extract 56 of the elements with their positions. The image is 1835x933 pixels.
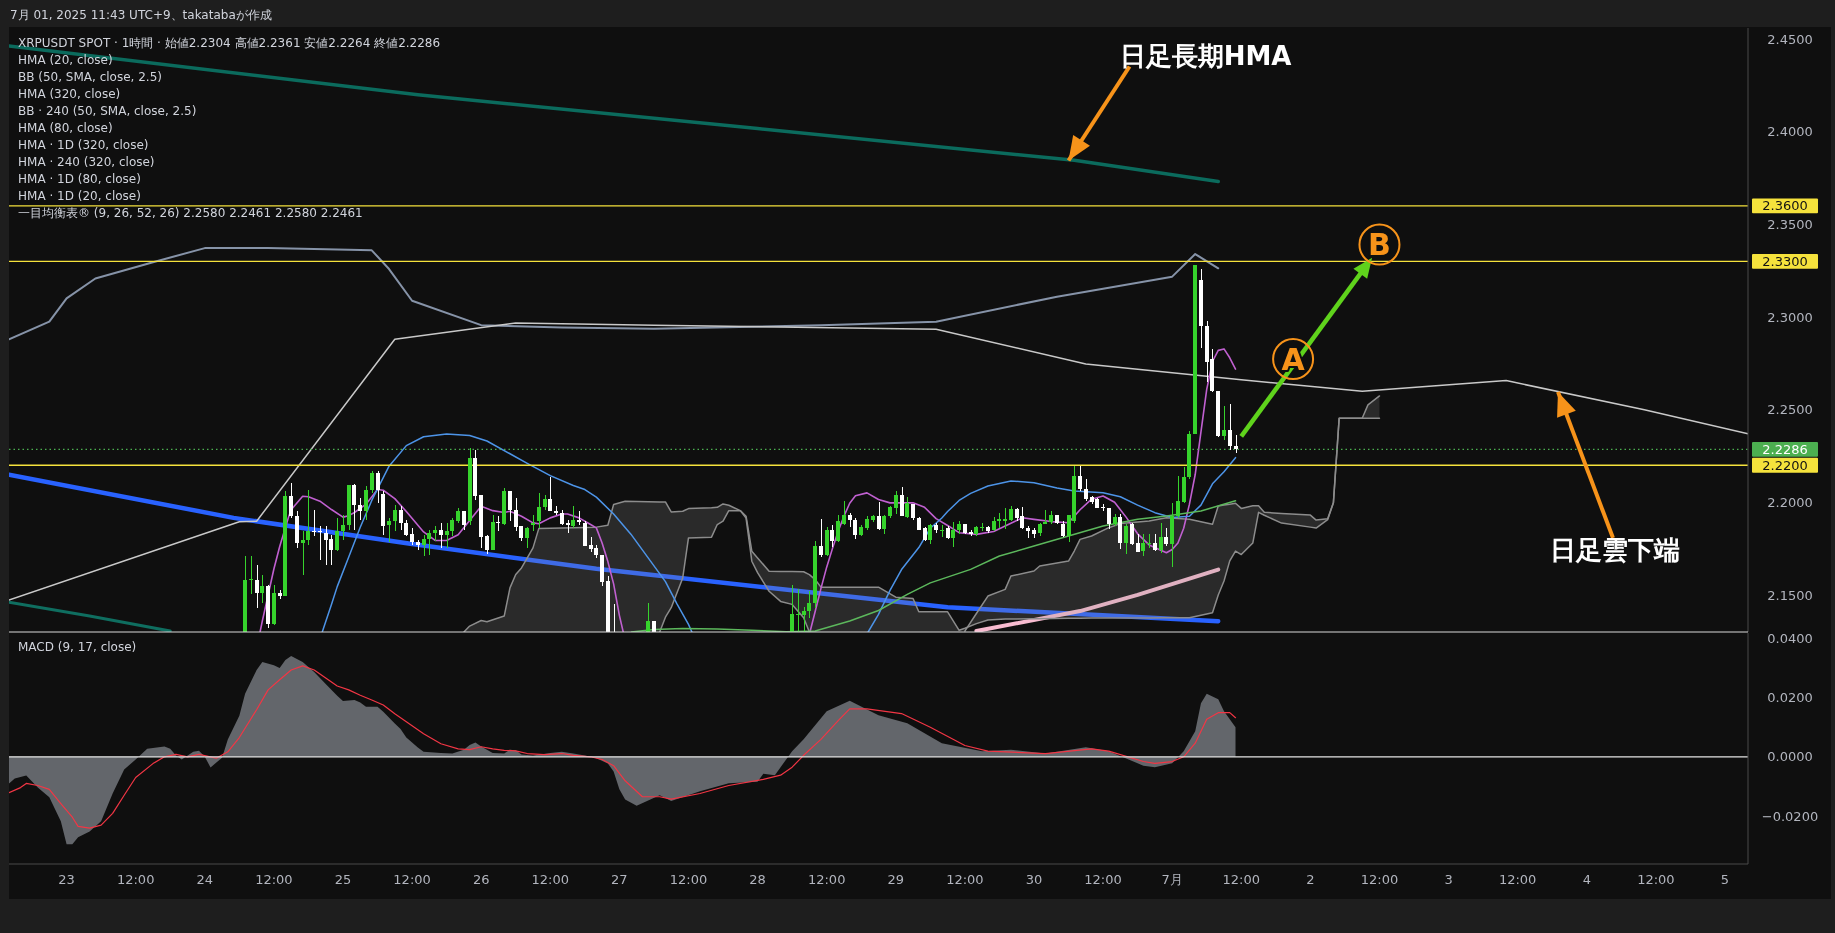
- annotation: BB · 240 (50, SMA, close, 2.5): [18, 103, 197, 118]
- annotation: HMA · 1D (80, close): [18, 171, 141, 186]
- annotation: HMA · 240 (320, close): [18, 154, 155, 169]
- y-tick-label: −0.0200: [1761, 808, 1819, 824]
- x-tick-label: 12:00: [531, 872, 570, 887]
- x-tick-label: 30: [1025, 872, 1043, 887]
- x-tick-label: 12:00: [1637, 872, 1675, 887]
- annotation: HMA · 1D (20, close): [18, 188, 141, 203]
- ref-line-label: 2.3300: [1762, 254, 1808, 270]
- x-tick-label: 12:00: [255, 872, 293, 887]
- y-tick-label: 2.2500: [1767, 402, 1813, 418]
- annotation: BB (50, SMA, close, 2.5): [18, 69, 162, 84]
- ref-line-label: 2.2286: [1762, 441, 1808, 457]
- y-tick-label: 2.2000: [1767, 495, 1813, 511]
- y-tick-label: 2.1500: [1767, 587, 1813, 603]
- annotation: XRPUSDT SPOT · 1時間 · 始値2.2304 高値2.2361 安値2.2264 終値2.2286: [18, 35, 441, 50]
- y-tick-label: 2.4000: [1767, 124, 1813, 140]
- x-tick-label: 25: [334, 872, 352, 887]
- x-tick-label: 12:00: [669, 872, 708, 887]
- x-tick-label: 5: [1720, 872, 1730, 887]
- x-tick-label: 12:00: [1498, 872, 1537, 887]
- x-tick-label: 2: [1306, 872, 1315, 887]
- y-tick-label: 0.0400: [1767, 631, 1813, 647]
- x-tick-label: 12:00: [393, 872, 431, 887]
- x-tick-label: 3: [1444, 872, 1453, 887]
- x-tick-label: 7月: [1161, 872, 1183, 887]
- x-tick-label: 29: [887, 872, 905, 887]
- x-tick-label: 23: [58, 872, 75, 887]
- x-tick-label: 28: [749, 872, 766, 887]
- x-tick-label: 4: [1582, 872, 1591, 887]
- x-tick-label: 24: [196, 872, 214, 887]
- annotation: HMA (320, close): [18, 86, 121, 101]
- annotation: HMA (80, close): [18, 120, 113, 135]
- annotation: MACD (9, 17, close): [18, 640, 137, 654]
- x-tick-label: 12:00: [1222, 872, 1261, 887]
- x-tick-label: 27: [611, 872, 628, 887]
- text: 7月 01, 2025 11:43 UTC+9、takatabaが作成: [10, 8, 272, 22]
- annotation: 日足雲下端: [1549, 535, 1680, 566]
- y-tick-label: 0.0000: [1767, 749, 1813, 765]
- ref-line-label: 2.3600: [1762, 198, 1808, 214]
- annotation: HMA (20, close): [18, 52, 113, 67]
- y-tick-label: 0.0200: [1767, 690, 1813, 706]
- x-tick-label: 12:00: [116, 872, 155, 887]
- annotation: B: [1368, 227, 1391, 263]
- y-tick-label: 2.4500: [1767, 31, 1813, 47]
- x-tick-label: 12:00: [1360, 872, 1399, 887]
- x-tick-label: 12:00: [1084, 872, 1122, 887]
- x-tick-label: 26: [472, 872, 490, 887]
- annotation: HMA · 1D (320, close): [18, 137, 149, 152]
- annotation: 一目均衡表® (9, 26, 52, 26) 2.2580 2.2461 2.2580 2.2461: [18, 205, 363, 220]
- x-tick-label: 12:00: [946, 872, 984, 887]
- x-tick-label: 12:00: [807, 872, 846, 887]
- ref-line-label: 2.2200: [1762, 457, 1808, 473]
- annotation: 日足長期HMA: [1119, 40, 1292, 71]
- y-tick-label: 2.3000: [1767, 309, 1813, 325]
- y-tick-label: 2.3500: [1767, 217, 1813, 233]
